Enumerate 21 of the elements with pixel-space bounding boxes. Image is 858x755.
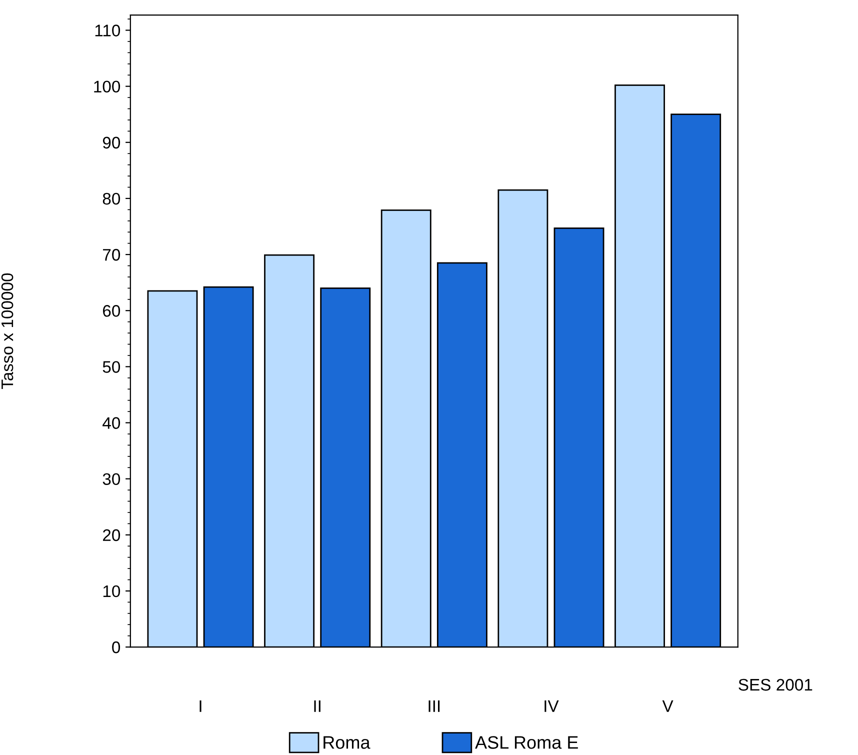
y-tick-label: 90 [102, 136, 120, 149]
x-tick-label: I [200, 700, 202, 712]
x-tick-label: V [662, 700, 674, 712]
y-tick-label: 10 [103, 585, 120, 598]
y-tick-label: 70 [103, 248, 120, 261]
y-tick-label: 30 [102, 473, 120, 486]
y-tick-label: 100 [94, 80, 120, 93]
x-axis-title: SES 2001 [738, 678, 812, 691]
y-tick-label: 110 [95, 24, 120, 36]
y-tick-label: 50 [102, 361, 120, 373]
x-tick-label: II [314, 700, 320, 712]
y-tick-label: 0 [112, 641, 120, 654]
x-tick-label: IV [544, 700, 559, 712]
y-axis-title: Tasso x 100000 [1, 273, 14, 390]
legend-label: Roma [324, 736, 370, 749]
legend-label: ASL Roma E [475, 736, 578, 749]
y-tick-label: 40 [102, 417, 120, 429]
y-tick-label: 20 [102, 529, 120, 542]
y-tick-label: 60 [103, 305, 120, 317]
x-tick-label: III [428, 700, 440, 712]
y-tick-label: 80 [102, 192, 120, 205]
